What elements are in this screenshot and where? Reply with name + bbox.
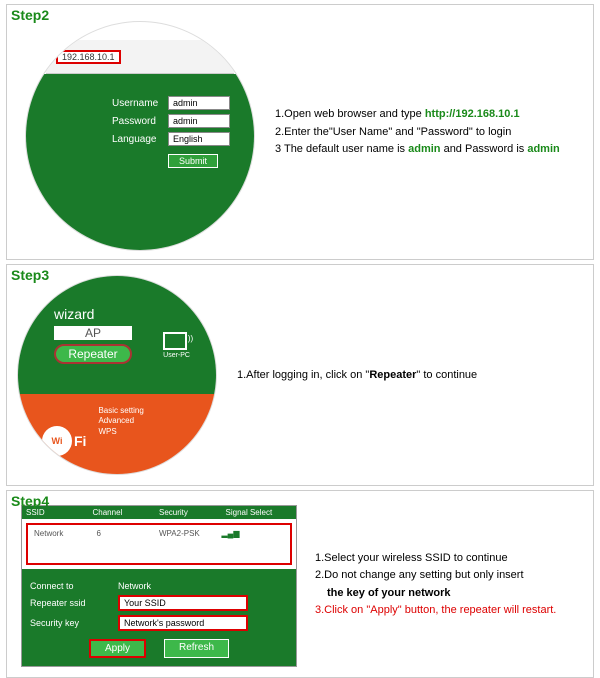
password-input[interactable]: admin [168, 114, 230, 128]
url-text: http://192.168.10.1 [425, 108, 520, 120]
userpc-icon: User-PC [163, 332, 190, 359]
mode-screenshot: wizard AP Repeater User-PC WiFi Basic se… [17, 275, 217, 475]
password-label: Password [112, 116, 168, 127]
step3-panel: Step3 wizard AP Repeater User-PC WiFi Ba… [6, 264, 594, 486]
step4-panel: Step4 SSID Channel Security Signal Selec… [6, 490, 594, 678]
browser-bar: 192.168.10.1 [46, 40, 234, 74]
wizard-label: wizard [54, 306, 216, 322]
language-label: Language [112, 134, 168, 145]
repeater-form: Connect to Network Repeater ssid Your SS… [22, 569, 296, 666]
login-screenshot: 192.168.10.1 Username admin Password adm… [25, 21, 255, 251]
submit-button[interactable]: Submit [168, 154, 218, 168]
step2-visual: 192.168.10.1 Username admin Password adm… [7, 5, 265, 259]
ssid-table-row[interactable]: Network 6 WPA2-PSK ▂▄▆ [26, 523, 292, 565]
connect-label: Connect to [30, 581, 118, 591]
step2-label: Step2 [11, 7, 49, 23]
signal-icon: ▂▄▆ [222, 529, 285, 538]
refresh-button[interactable]: Refresh [164, 639, 229, 658]
wifi-logo: WiFi [42, 408, 86, 474]
login-panel: Username admin Password admin Language E… [26, 74, 254, 250]
repeater-config: SSID Channel Security Signal Select Netw… [21, 505, 297, 667]
ssid-table-header: SSID Channel Security Signal Select [22, 506, 296, 519]
repeater-button[interactable]: Repeater [54, 344, 132, 364]
connect-value: Network [118, 581, 151, 591]
step3-visual: wizard AP Repeater User-PC WiFi Basic se… [7, 265, 227, 485]
language-select[interactable]: English [168, 132, 230, 146]
step4-instructions: 1.Select your wireless SSID to continue … [305, 541, 593, 628]
ap-button[interactable]: AP [54, 326, 132, 340]
username-input[interactable]: admin [168, 96, 230, 110]
wifi-menu: Basic setting Advanced WPS [98, 406, 143, 474]
ssid-input[interactable]: Your SSID [118, 595, 248, 611]
apply-button[interactable]: Apply [89, 639, 146, 658]
key-label: Security key [30, 618, 118, 628]
step4-visual: SSID Channel Security Signal Select Netw… [7, 491, 305, 677]
step3-instructions: 1.After logging in, click on "Repeater" … [227, 358, 593, 393]
step2-instructions: 1.Open web browser and type http://192.1… [265, 97, 593, 167]
key-input[interactable]: Network's password [118, 615, 248, 631]
step2-panel: Step2 192.168.10.1 Username admin Passwo… [6, 4, 594, 260]
step4-label: Step4 [11, 493, 49, 509]
address-highlight: 192.168.10.1 [56, 50, 121, 64]
username-label: Username [112, 98, 168, 109]
